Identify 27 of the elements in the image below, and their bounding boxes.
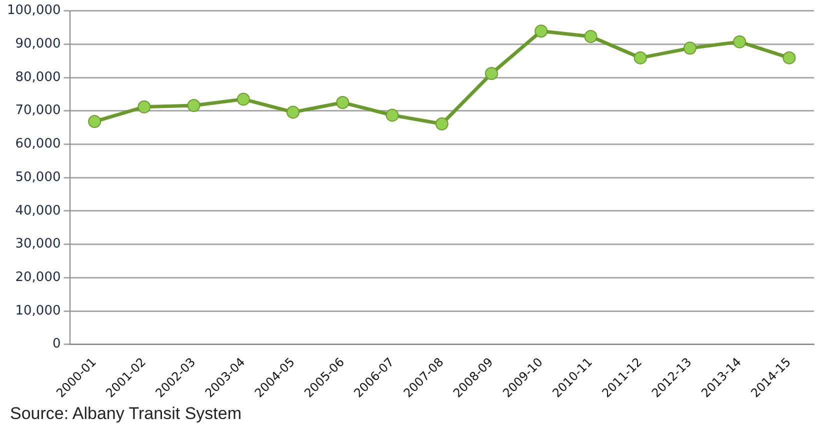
y-tick-label: 40,000 bbox=[15, 203, 61, 218]
point bbox=[435, 117, 448, 130]
y-tick-label: 20,000 bbox=[15, 270, 61, 286]
y-tick-label: 30,000 bbox=[15, 236, 61, 252]
y-tick-label: 90,000 bbox=[15, 36, 61, 52]
y-tick-label: 70,000 bbox=[15, 103, 61, 118]
point bbox=[782, 51, 796, 64]
point bbox=[634, 51, 647, 64]
y-tick-label: 10,000 bbox=[15, 303, 61, 318]
point bbox=[88, 115, 102, 128]
point bbox=[386, 108, 399, 122]
source-note: Source: Albany Transit System bbox=[10, 404, 242, 424]
point bbox=[286, 106, 300, 119]
point bbox=[187, 99, 200, 112]
point bbox=[733, 35, 746, 48]
point bbox=[683, 42, 696, 55]
point bbox=[236, 92, 250, 106]
y-tick-label: 50,000 bbox=[15, 170, 61, 185]
y-tick-label: 100,000 bbox=[6, 3, 61, 18]
point bbox=[484, 67, 498, 80]
y-tick-label: 0 bbox=[52, 336, 61, 352]
y-tick-label: 80,000 bbox=[15, 70, 61, 85]
point bbox=[534, 24, 548, 38]
y-tick-label: 60,000 bbox=[15, 136, 61, 152]
point bbox=[336, 96, 350, 110]
point bbox=[138, 100, 151, 114]
point bbox=[584, 30, 598, 43]
